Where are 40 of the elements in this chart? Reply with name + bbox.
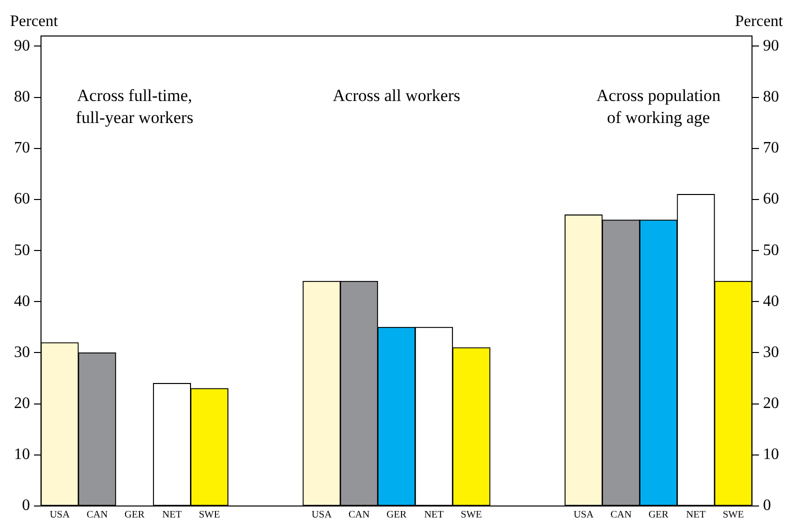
y-tick-label: 20 (14, 395, 30, 412)
y2-tick-label: 90 (763, 37, 779, 54)
y2-tick-label: 50 (763, 242, 779, 259)
x-tick-label: CAN (86, 510, 108, 521)
x-tick-label: GER (648, 510, 669, 521)
y-tick-label: 70 (14, 140, 30, 157)
x-tick-label: CAN (348, 510, 370, 521)
y2-tick-label: 0 (763, 497, 771, 514)
x-tick-label: USA (574, 510, 594, 521)
x-tick-label: USA (312, 510, 332, 521)
y-axis-title: Percent (10, 13, 59, 30)
annotation: Across full-time, full-year workers (76, 86, 194, 127)
annotation: Across all workers (332, 86, 460, 105)
y-tick-label: 90 (14, 37, 30, 54)
x-tick-label: GER (386, 510, 407, 521)
y2-tick-label: 80 (763, 88, 779, 106)
y-tick-label: 10 (14, 446, 30, 464)
y2-tick-label: 60 (763, 190, 779, 208)
y2-tick-label: 70 (763, 140, 779, 157)
y-tick-label: 30 (14, 344, 30, 361)
x-tick-label: NET (686, 510, 706, 521)
y2-tick-label: 30 (763, 344, 779, 361)
y-tick-label: 80 (14, 88, 30, 106)
annotation: Across population of working age (596, 86, 722, 127)
y2-axis-title: Percent (735, 13, 784, 30)
x-tick-label: CAN (610, 510, 632, 521)
y-tick-label: 50 (14, 242, 30, 259)
y-tick-label: 40 (14, 292, 30, 310)
x-tick-label: NET (162, 510, 182, 521)
x-tick-label: USA (50, 510, 70, 521)
y-tick-label: 60 (14, 190, 30, 208)
y2-tick-label: 40 (763, 292, 779, 310)
x-tick-label: GER (124, 510, 145, 521)
x-tick-label: NET (424, 510, 444, 521)
y2-tick-label: 10 (763, 446, 779, 464)
x-tick-label: SWE (722, 510, 744, 521)
y2-tick-label: 20 (763, 395, 779, 412)
y-tick-label: 0 (22, 497, 30, 514)
x-tick-label: SWE (460, 510, 482, 521)
x-tick-label: SWE (198, 510, 220, 521)
